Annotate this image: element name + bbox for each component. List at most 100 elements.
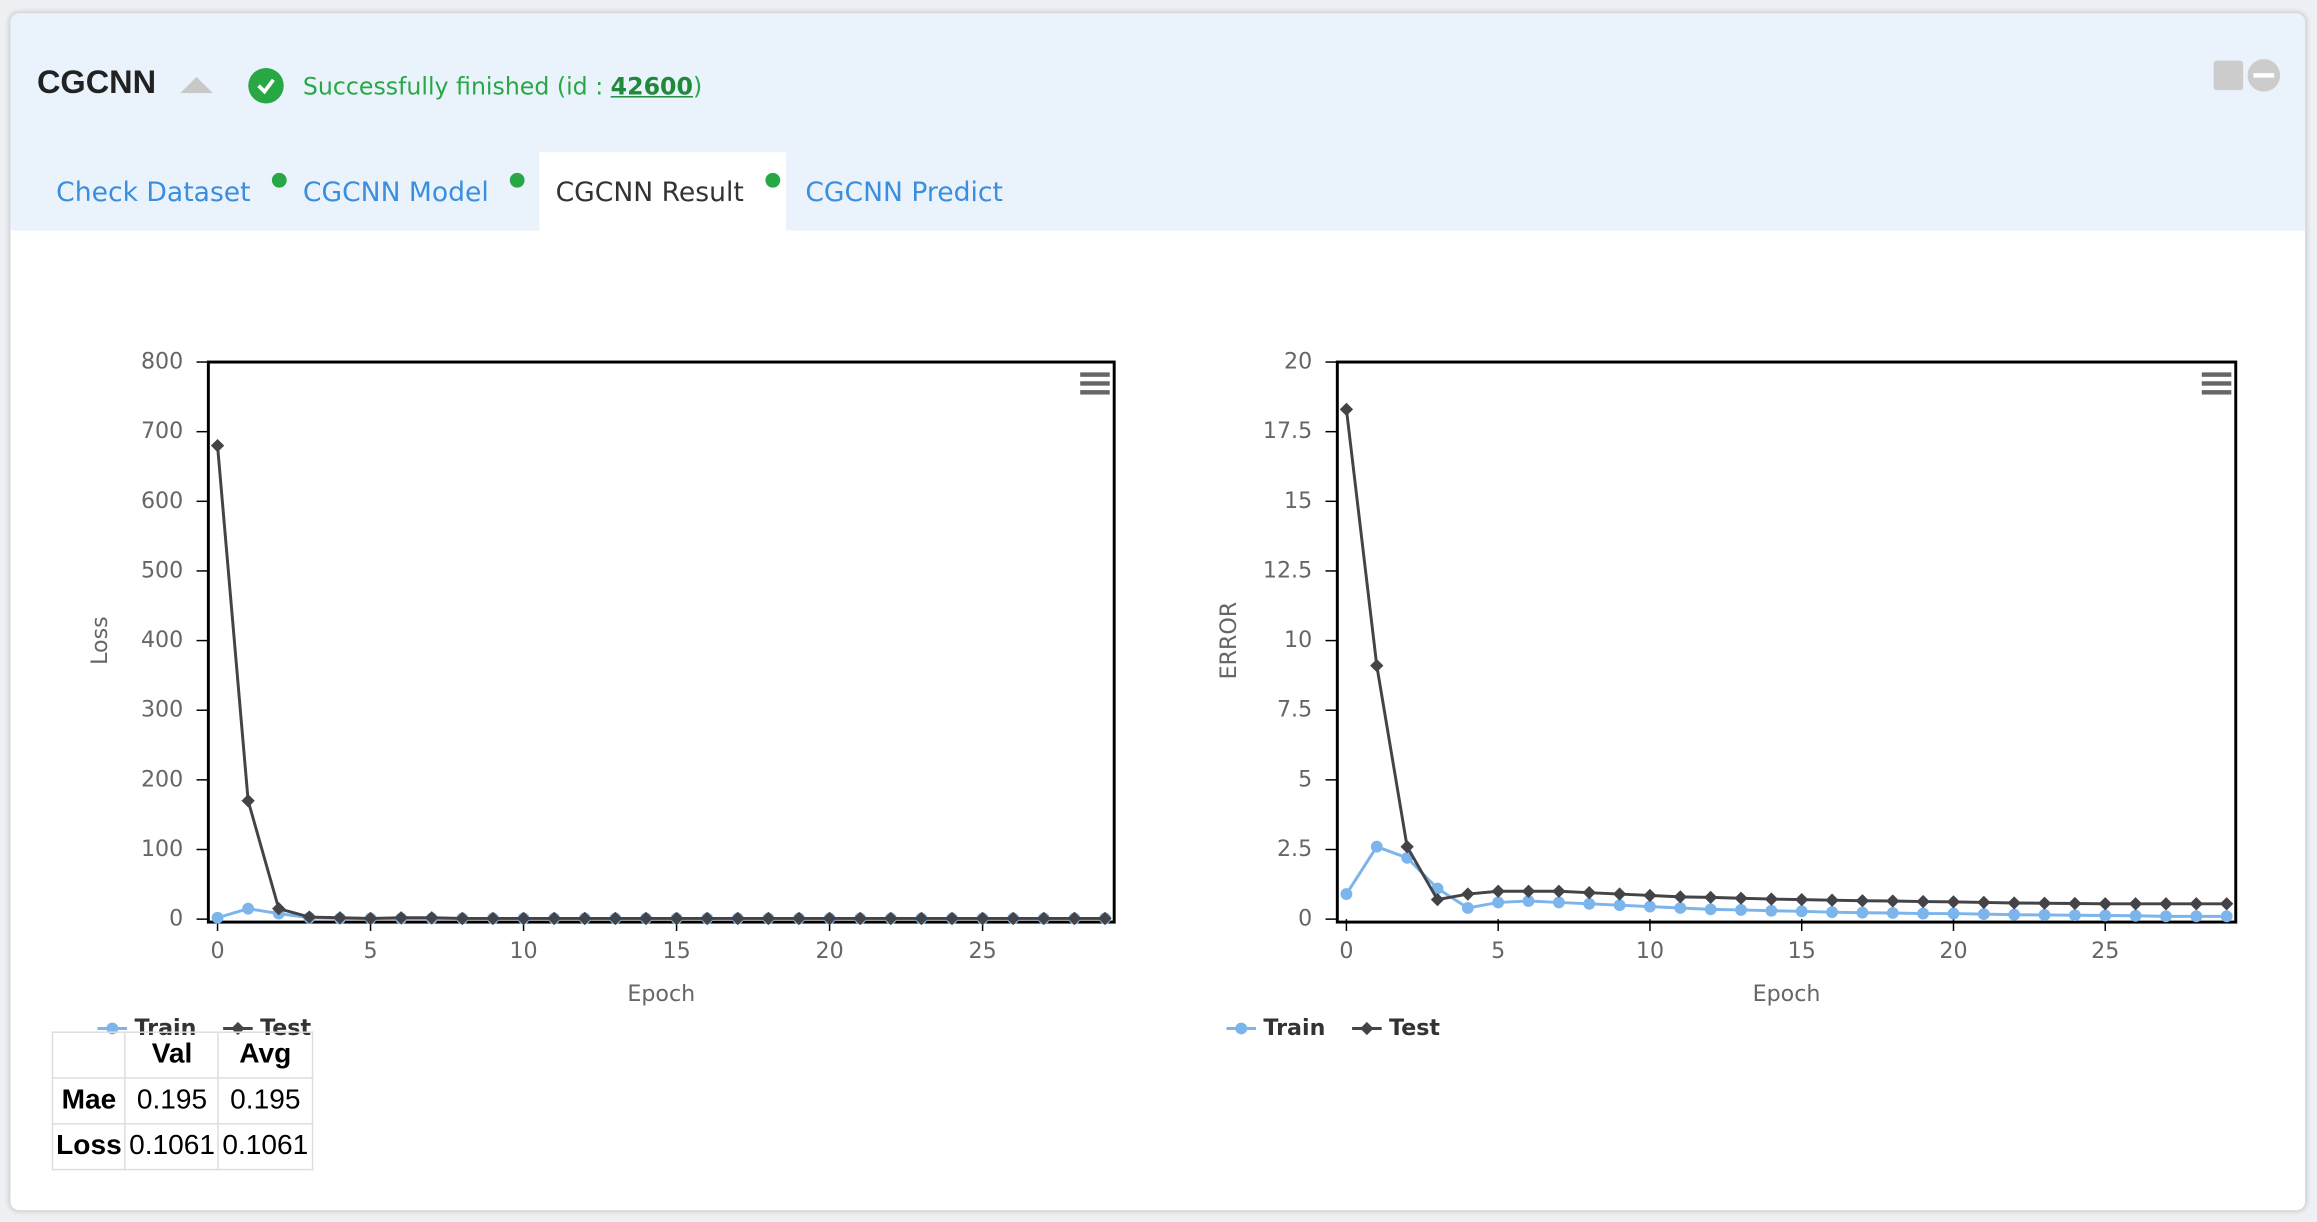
chart-menu[interactable] [1080, 372, 1110, 395]
title[interactable]: CGCNN [36, 63, 157, 101]
chart-menu[interactable] [2201, 372, 2232, 395]
point [1916, 894, 1930, 909]
point [425, 911, 439, 925]
y-tick-label: 15 [1284, 488, 1312, 514]
collapse-icon[interactable] [180, 76, 213, 94]
point [2098, 897, 2112, 911]
legend-label: Train [1263, 1015, 1325, 1041]
tab-label[interactable]: Check Dataset [56, 177, 251, 209]
x-tick-label: 15 [662, 938, 690, 964]
x-tick-label: 25 [2091, 938, 2119, 964]
point [210, 438, 225, 453]
y-tick-label: 0 [169, 906, 183, 932]
tab[interactable]: CGCNN Predict [789, 152, 1019, 230]
x-tick-label: 25 [968, 938, 996, 964]
point [669, 911, 684, 926]
point [1400, 840, 1414, 854]
point [1734, 891, 1748, 905]
point [1522, 895, 1535, 907]
point [578, 911, 592, 926]
point [1826, 906, 1838, 919]
window-icons [2213, 58, 2282, 99]
x-tick-label: 0 [1339, 938, 1353, 964]
point [1430, 892, 1445, 907]
point [1370, 659, 1384, 673]
tab[interactable]: Check Dataset [40, 152, 292, 230]
point [2160, 910, 2172, 923]
y-tick-label: 500 [141, 557, 183, 583]
point [241, 794, 255, 808]
menu-bar [1080, 381, 1110, 386]
corner [51, 1031, 127, 1079]
tab-label[interactable]: CGCNN Result [555, 177, 744, 209]
y-tick-label: 400 [141, 627, 183, 653]
y-tick-label: 10 [1284, 627, 1312, 653]
tab[interactable]: CGCNN Model [287, 152, 531, 230]
point [302, 910, 316, 924]
point [853, 911, 867, 926]
y-tick-label: 600 [141, 488, 183, 514]
series-line [1344, 409, 2227, 906]
header: CGCNN Successfully finished (id : 42600)… [10, 13, 2306, 231]
point [1370, 840, 1383, 853]
column-header: Val [124, 1031, 220, 1079]
y-tick-label: 20 [1284, 349, 1312, 375]
panel: CGCNN Successfully finished (id : 42600)… [10, 13, 2306, 1211]
point [1673, 890, 1687, 904]
point [2190, 910, 2203, 923]
point [211, 911, 224, 924]
y-tick-label: 100 [141, 836, 183, 862]
point [792, 911, 806, 926]
tab-label[interactable]: CGCNN Predict [805, 177, 1003, 209]
point [1583, 897, 1596, 910]
metrics-table: Val Avg Mae 0.195 0.195 Loss 0.1061 0.1061 [51, 1031, 313, 1171]
point [333, 911, 347, 925]
point [1856, 906, 1869, 919]
point [547, 911, 561, 926]
series-line [216, 445, 1106, 920]
tab-label[interactable]: CGCNN Model [302, 177, 489, 209]
point [822, 911, 837, 926]
x-tick-label: 10 [509, 938, 537, 964]
point [761, 911, 776, 926]
menu-bar [2201, 381, 2232, 386]
y-tick-label: 300 [141, 697, 183, 723]
y-tick-label: 200 [141, 766, 183, 792]
column-header: Avg [217, 1031, 313, 1079]
x-tick-label: 5 [1491, 938, 1505, 964]
status-icon [248, 67, 284, 104]
x-axis-label: Epoch [1753, 981, 1821, 1007]
y-tick-label: 5 [1298, 766, 1312, 792]
point [394, 911, 408, 925]
point [1977, 908, 1990, 921]
cell: 0.1061 [124, 1123, 220, 1171]
point [1795, 905, 1808, 918]
point [2068, 909, 2081, 922]
point [363, 911, 378, 926]
status: Successfully finished (id : 42600) [303, 72, 702, 100]
point [1521, 884, 1536, 898]
point [2189, 897, 2203, 911]
job-link[interactable]: 42600 [610, 72, 693, 101]
y-tick-label: 7.5 [1277, 697, 1312, 723]
status-text: Successfully finished (id : [302, 72, 611, 101]
point [1917, 907, 1930, 920]
x-tick-label: 15 [1788, 938, 1816, 964]
point [1461, 902, 1474, 914]
point [1461, 887, 1475, 901]
x-tick-label: 10 [1636, 938, 1664, 964]
x-tick-label: 0 [210, 938, 224, 964]
menu-bar [1080, 372, 1110, 377]
tab[interactable]: CGCNN Result [539, 152, 786, 231]
note-icon[interactable] [2213, 60, 2244, 91]
point [1795, 892, 1809, 907]
point [1612, 887, 1627, 901]
point [2128, 897, 2143, 911]
point [1643, 888, 1657, 903]
point [242, 902, 255, 915]
y-tick-label: 2.5 [1277, 836, 1312, 862]
point [1977, 895, 1991, 910]
point [1825, 893, 1839, 907]
point [2008, 908, 2021, 921]
plot-area [206, 360, 1116, 924]
